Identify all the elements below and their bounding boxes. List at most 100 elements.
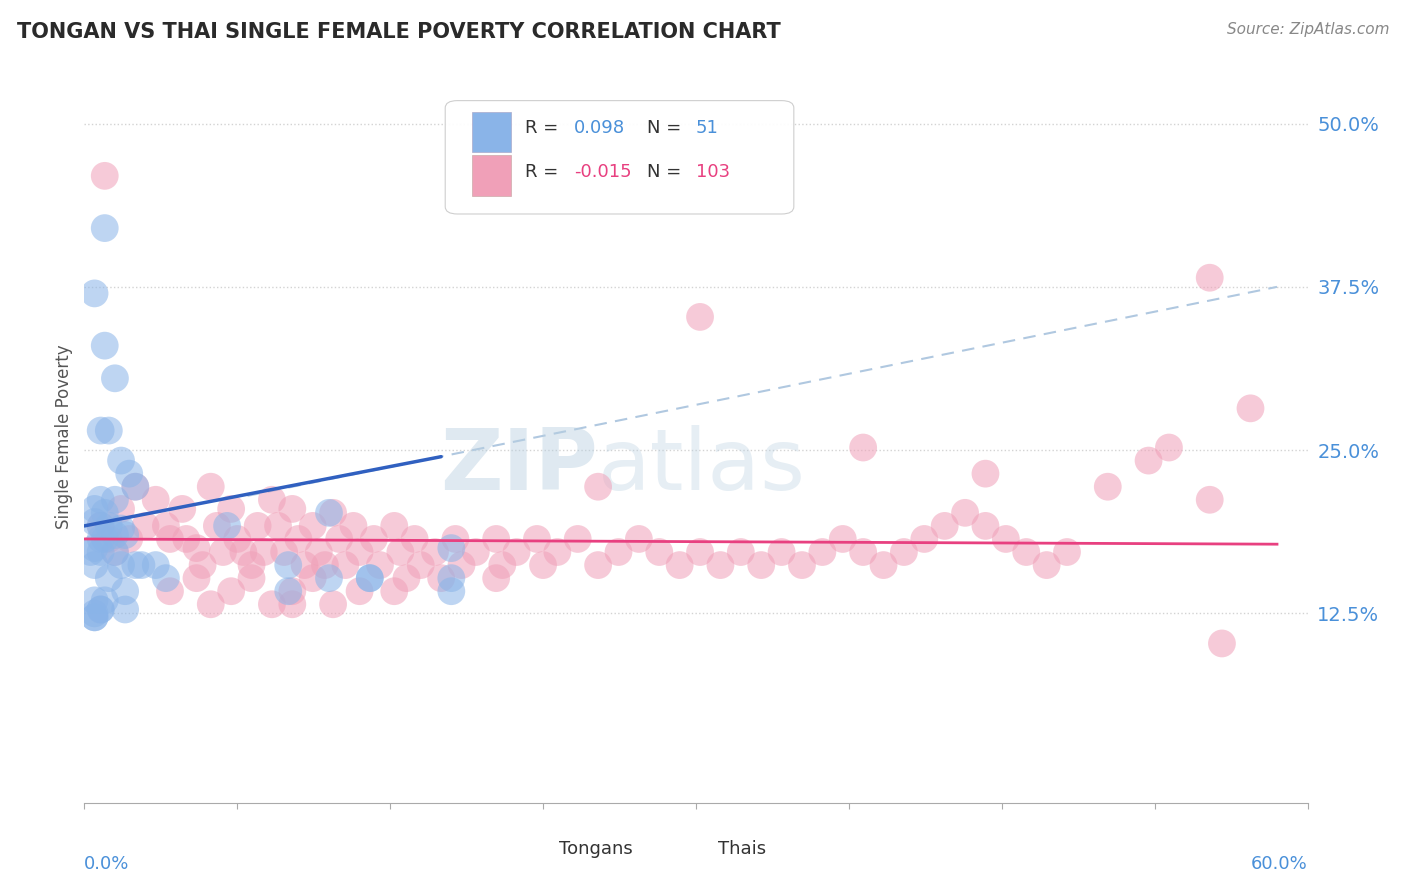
- Point: [409, 558, 432, 573]
- Text: R =: R =: [524, 119, 558, 136]
- Point: [404, 532, 426, 546]
- Point: [974, 467, 997, 481]
- Point: [83, 593, 105, 607]
- Point: [97, 519, 120, 533]
- Point: [308, 545, 330, 559]
- Point: [240, 571, 263, 585]
- Point: [301, 571, 323, 585]
- Point: [83, 541, 105, 555]
- Point: [159, 532, 181, 546]
- Point: [749, 558, 772, 573]
- Point: [1015, 545, 1038, 559]
- Point: [90, 545, 112, 559]
- Point: [212, 545, 235, 559]
- Point: [1239, 401, 1261, 416]
- Point: [93, 532, 115, 546]
- Point: [90, 532, 112, 546]
- Point: [260, 492, 283, 507]
- Point: [912, 532, 935, 546]
- Point: [689, 310, 711, 324]
- Point: [200, 480, 222, 494]
- Point: [389, 545, 412, 559]
- Point: [287, 532, 309, 546]
- Point: [83, 515, 105, 529]
- Point: [104, 371, 127, 385]
- Point: [349, 584, 371, 599]
- Text: 0.0%: 0.0%: [84, 855, 129, 873]
- Point: [93, 506, 115, 520]
- Point: [450, 558, 472, 573]
- Point: [277, 558, 299, 573]
- Point: [322, 597, 344, 611]
- Point: [790, 558, 813, 573]
- Point: [93, 339, 115, 353]
- Point: [709, 558, 731, 573]
- Text: ZIP: ZIP: [440, 425, 598, 508]
- Point: [440, 571, 463, 585]
- Point: [90, 602, 112, 616]
- Point: [93, 169, 115, 183]
- Point: [363, 532, 385, 546]
- Point: [281, 584, 304, 599]
- Point: [174, 532, 197, 546]
- Point: [994, 532, 1017, 546]
- Text: N =: N =: [647, 162, 682, 180]
- FancyBboxPatch shape: [446, 101, 794, 214]
- Point: [491, 558, 513, 573]
- Point: [314, 558, 336, 573]
- Point: [648, 545, 671, 559]
- Point: [205, 519, 228, 533]
- Point: [83, 607, 105, 621]
- Point: [505, 545, 527, 559]
- Point: [97, 571, 120, 585]
- Point: [770, 545, 793, 559]
- Point: [155, 519, 177, 533]
- Point: [104, 528, 127, 542]
- Point: [135, 519, 157, 533]
- Point: [159, 584, 181, 599]
- Point: [395, 571, 418, 585]
- Point: [1198, 492, 1220, 507]
- Y-axis label: Single Female Poverty: Single Female Poverty: [55, 345, 73, 529]
- Point: [219, 584, 242, 599]
- Point: [382, 519, 405, 533]
- Point: [83, 286, 105, 301]
- Point: [359, 571, 381, 585]
- Point: [318, 571, 340, 585]
- Point: [368, 558, 391, 573]
- Point: [730, 545, 752, 559]
- Point: [110, 453, 132, 467]
- Point: [301, 519, 323, 533]
- Point: [974, 519, 997, 533]
- Point: [131, 558, 153, 573]
- Point: [124, 480, 146, 494]
- Point: [104, 545, 127, 559]
- Text: 103: 103: [696, 162, 730, 180]
- Point: [382, 584, 405, 599]
- Point: [114, 528, 136, 542]
- Point: [145, 558, 167, 573]
- Point: [191, 558, 214, 573]
- Point: [110, 558, 132, 573]
- Point: [526, 532, 548, 546]
- Point: [110, 502, 132, 516]
- Point: [1137, 453, 1160, 467]
- Point: [872, 558, 894, 573]
- Point: [124, 480, 146, 494]
- Point: [1056, 545, 1078, 559]
- Point: [953, 506, 976, 520]
- Point: [831, 532, 853, 546]
- Text: atlas: atlas: [598, 425, 806, 508]
- Point: [531, 558, 554, 573]
- Point: [440, 584, 463, 599]
- Bar: [472, 155, 512, 195]
- Point: [90, 602, 112, 616]
- Point: [186, 571, 208, 585]
- Point: [83, 610, 105, 624]
- Point: [79, 545, 101, 559]
- Point: [219, 502, 242, 516]
- Point: [318, 506, 340, 520]
- Point: [689, 545, 711, 559]
- Point: [83, 558, 105, 573]
- Point: [281, 597, 304, 611]
